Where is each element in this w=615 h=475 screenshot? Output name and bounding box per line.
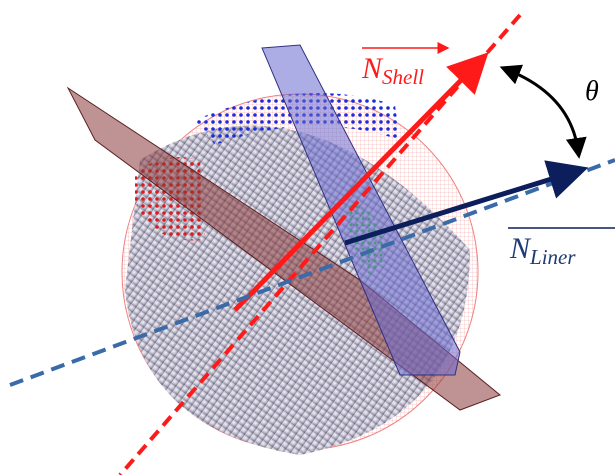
liner-normal-arrow: [344, 160, 589, 246]
symbol: N: [509, 232, 532, 265]
angle-label: θ: [585, 76, 599, 107]
liner-axis: [9, 158, 615, 387]
symbol: N: [361, 52, 384, 85]
shell-normal-label: NShell: [361, 52, 424, 89]
liner-plane: [261, 44, 461, 376]
subscript: Shell: [382, 65, 424, 89]
shell-normal-arrow: [233, 52, 489, 312]
angle-arc: [499, 64, 587, 159]
subscript: Liner: [529, 245, 576, 269]
liner-normal-label: NLiner: [509, 232, 576, 269]
